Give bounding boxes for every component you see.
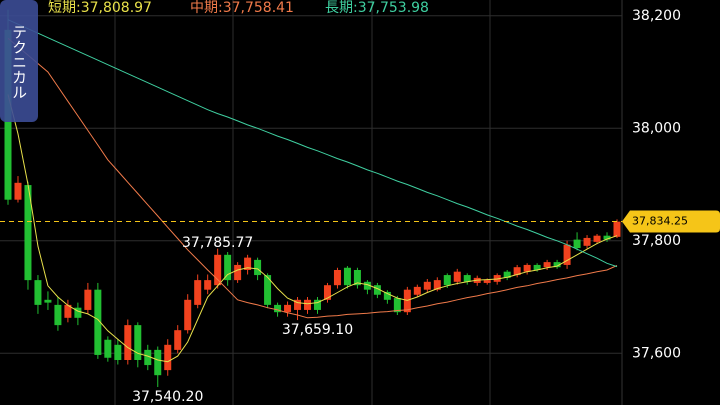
candle-body <box>383 291 391 300</box>
y-tick-label: 37,800 <box>632 233 681 249</box>
candle-body <box>353 270 361 286</box>
candle-body <box>323 285 331 300</box>
candle-body <box>463 275 471 282</box>
candle-body <box>393 298 401 313</box>
tab-label[interactable]: テクニカル <box>10 25 28 100</box>
candle-body <box>284 304 292 313</box>
candle-body <box>403 289 411 313</box>
candle-body <box>503 271 511 278</box>
candle-body <box>483 280 491 283</box>
candle-body <box>224 254 232 281</box>
price-badge <box>622 210 720 233</box>
candle-body <box>234 264 242 281</box>
candle-body <box>164 344 172 371</box>
y-tick-label: 37,600 <box>632 345 681 361</box>
candle-body <box>114 344 122 360</box>
candle-body <box>264 275 272 305</box>
technical-tab[interactable]: テクニカル <box>0 0 38 122</box>
y-tick-label: 38,200 <box>632 8 681 24</box>
candle-body <box>104 339 112 358</box>
tab-background[interactable] <box>0 0 38 122</box>
extreme-label: 37,540.20 <box>132 389 203 405</box>
legend-entry: 長期:37,753.98 <box>325 0 429 16</box>
candle-body <box>593 235 601 242</box>
candle-body <box>613 221 621 237</box>
candle-body <box>174 330 182 350</box>
candle-body <box>134 325 142 360</box>
candle-body <box>583 237 591 246</box>
candle-body <box>254 259 262 276</box>
candle-body <box>513 267 521 276</box>
price-label: 37,834.25 <box>632 214 688 227</box>
candle-body <box>154 349 162 376</box>
candle-body <box>194 280 202 305</box>
candle-body <box>443 275 451 286</box>
candle-body <box>304 299 312 310</box>
candle-body <box>84 289 92 310</box>
candle-body <box>363 281 371 290</box>
candle-body <box>413 286 421 295</box>
ma-line <box>7 94 618 363</box>
ma-line <box>7 19 618 268</box>
candle-body <box>453 271 461 282</box>
candle-body <box>603 235 611 240</box>
legend-entry: 中期:37,758.41 <box>190 0 294 16</box>
candle-body <box>423 281 431 290</box>
candle-body <box>54 304 62 326</box>
candle-body <box>34 280 42 305</box>
candle-body <box>563 244 571 265</box>
candle-body <box>14 182 22 200</box>
y-tick-label: 38,000 <box>632 120 681 136</box>
candle-body <box>533 264 541 270</box>
candle-body <box>94 289 102 355</box>
candle-body <box>433 280 441 290</box>
candle-body <box>74 307 82 318</box>
candle-body <box>573 239 581 249</box>
candle-body <box>64 304 72 318</box>
candle-body <box>373 285 381 295</box>
ma-line <box>7 37 618 319</box>
candle-body <box>144 349 152 366</box>
candle-body <box>313 299 321 310</box>
candle-body <box>44 299 52 303</box>
candle-body <box>244 257 252 270</box>
candle-body <box>343 267 351 286</box>
candle-body <box>294 299 302 310</box>
legend-entry: 短期:37,808.97 <box>48 0 152 16</box>
extreme-label: 37,785.77 <box>182 235 253 251</box>
candle-body <box>523 264 531 272</box>
candle-body <box>274 304 282 313</box>
candle-body <box>204 280 212 290</box>
candle-body <box>214 254 222 286</box>
candle-body <box>124 325 132 360</box>
candle-body <box>493 275 501 282</box>
candle-body <box>553 262 561 268</box>
candle-body <box>333 270 341 286</box>
candle-body <box>184 299 192 331</box>
candle-body <box>543 262 551 268</box>
extreme-label: 37,659.10 <box>282 322 353 338</box>
candle-body <box>24 185 32 281</box>
